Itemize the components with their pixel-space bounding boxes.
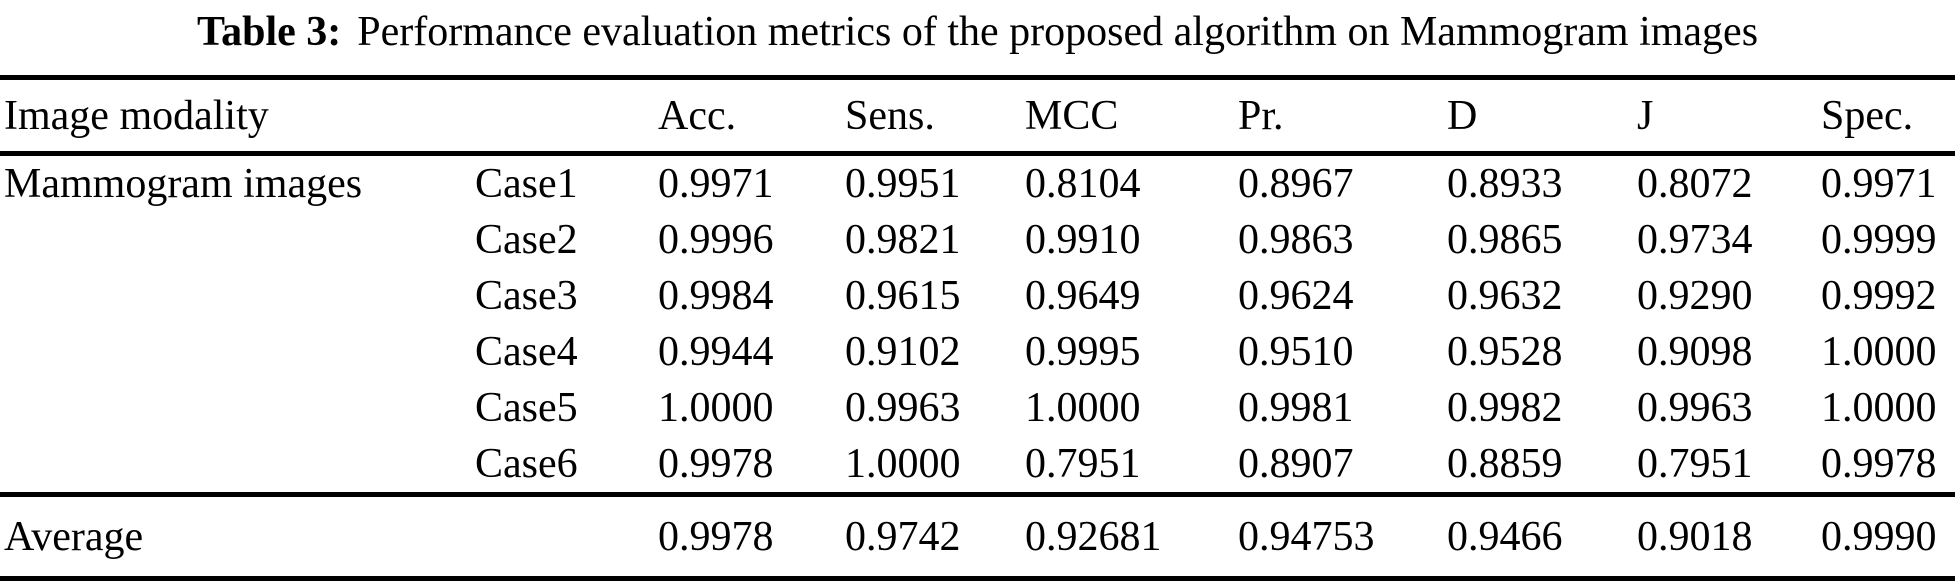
average-value: 0.9018	[1637, 492, 1822, 581]
header-row: Image modality Acc. Sens. MCC Pr. D J Sp…	[0, 75, 1955, 156]
table-caption: Table 3: Performance evaluation metrics o…	[0, 0, 1955, 75]
metric-value: 0.9102	[845, 329, 961, 375]
metric-value: 0.9963	[845, 385, 961, 431]
metric-value: 0.9290	[1637, 273, 1753, 319]
metrics-table: Image modality Acc. Sens. MCC Pr. D J Sp…	[0, 75, 1955, 581]
average-label: Average	[0, 492, 659, 581]
metric-value: 0.9649	[1025, 273, 1141, 319]
average-value: 0.94753	[1238, 492, 1448, 581]
metric-value: 0.9995	[1025, 329, 1141, 375]
col-header-mcc: MCC	[1025, 75, 1239, 156]
case-label: Case1	[475, 161, 578, 207]
metric-value: 0.9910	[1025, 217, 1141, 263]
metric-value: 0.9510	[1238, 329, 1354, 375]
col-header-j: J	[1637, 75, 1822, 156]
metric-value: 1.0000	[845, 441, 961, 487]
metric-value: 0.9098	[1637, 329, 1753, 375]
metric-value: 0.9971	[658, 161, 774, 207]
metric-value: 0.9615	[845, 273, 961, 319]
metric-value: 0.7951	[1637, 441, 1753, 487]
metric-value: 0.9982	[1447, 385, 1563, 431]
modality-cell-empty	[0, 212, 475, 268]
metric-value: 0.9999	[1821, 217, 1937, 263]
average-value: 0.9978	[658, 492, 846, 581]
col-header-spec: Spec.	[1821, 75, 1955, 156]
metric-value: 0.8907	[1238, 441, 1354, 487]
table-row-case2: Case2 0.9996 0.9821 0.9910 0.9863 0.9865…	[0, 212, 1955, 268]
col-header-sens: Sens.	[845, 75, 1026, 156]
average-value: 0.92681	[1025, 492, 1239, 581]
table-row-case4: Case4 0.9944 0.9102 0.9995 0.9510 0.9528…	[0, 324, 1955, 380]
metric-value: 0.8967	[1238, 161, 1354, 207]
average-value: 0.9742	[845, 492, 1026, 581]
metric-value: 0.9992	[1821, 273, 1937, 319]
average-value: 0.9466	[1447, 492, 1638, 581]
metric-value: 0.7951	[1025, 441, 1141, 487]
metric-value: 1.0000	[658, 385, 774, 431]
table-row-case6: Case6 0.9978 1.0000 0.7951 0.8907 0.8859…	[0, 436, 1955, 495]
metric-value: 0.8104	[1025, 161, 1141, 207]
case-label: Case5	[475, 385, 578, 431]
table-caption-text: Performance evaluation metrics of the pr…	[357, 9, 1759, 55]
metric-value: 0.9951	[845, 161, 961, 207]
metric-value: 0.8072	[1637, 161, 1753, 207]
metric-value: 0.8859	[1447, 441, 1563, 487]
col-header-pr: Pr.	[1238, 75, 1448, 156]
metric-value: 0.9981	[1238, 385, 1354, 431]
modality-cell-empty	[0, 268, 475, 324]
modality-cell-empty	[0, 436, 475, 495]
modality-cell-empty	[0, 380, 475, 436]
col-header-acc: Acc.	[658, 75, 846, 156]
case-label: Case4	[475, 329, 578, 375]
metric-value: 0.9624	[1238, 273, 1354, 319]
metric-value: 0.8933	[1447, 161, 1563, 207]
case-label: Case3	[475, 273, 578, 319]
metric-value: 0.9996	[658, 217, 774, 263]
metric-value: 0.9865	[1447, 217, 1563, 263]
col-header-image-modality: Image modality	[0, 75, 659, 156]
metric-value: 0.9978	[1821, 441, 1937, 487]
metric-value: 0.9978	[658, 441, 774, 487]
metric-value: 0.9984	[658, 273, 774, 319]
average-value: 0.9990	[1821, 492, 1955, 581]
metric-value: 0.9863	[1238, 217, 1354, 263]
table-row-case3: Case3 0.9984 0.9615 0.9649 0.9624 0.9632…	[0, 268, 1955, 324]
table-row-case1: Mammogram images Case1 0.9971 0.9951 0.8…	[0, 154, 1955, 213]
case-label: Case6	[475, 441, 578, 487]
col-header-d: D	[1447, 75, 1638, 156]
metric-value: 0.9821	[845, 217, 961, 263]
metric-value: 0.9632	[1447, 273, 1563, 319]
table-caption-label: Table 3:	[196, 9, 342, 55]
metric-value: 0.9971	[1821, 161, 1937, 207]
metric-value: 1.0000	[1821, 385, 1937, 431]
metric-value: 0.9944	[658, 329, 774, 375]
metric-value: 1.0000	[1821, 329, 1937, 375]
modality-cell: Mammogram images	[4, 161, 363, 207]
metric-value: 1.0000	[1025, 385, 1141, 431]
table-row-case5: Case5 1.0000 0.9963 1.0000 0.9981 0.9982…	[0, 380, 1955, 436]
metric-value: 0.9734	[1637, 217, 1753, 263]
metric-value: 0.9528	[1447, 329, 1563, 375]
metric-value: 0.9963	[1637, 385, 1753, 431]
modality-cell-empty	[0, 324, 475, 380]
average-row: Average 0.9978 0.9742 0.92681 0.94753 0.…	[0, 492, 1955, 581]
case-label: Case2	[475, 217, 578, 263]
